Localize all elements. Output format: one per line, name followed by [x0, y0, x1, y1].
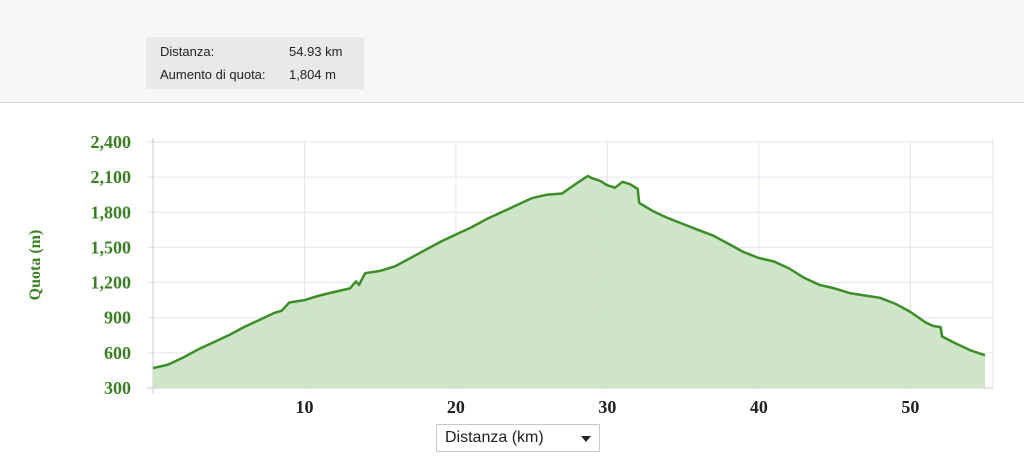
- elevation-area: [153, 176, 985, 388]
- stat-row-distance: Distanza: 54.93 km: [146, 42, 364, 62]
- elevation-profile-chart: 300 600 900 1,200 1,500 1,800 2,100 2,400 10 20 30…: [27, 132, 994, 417]
- y-tick-label: 1,500: [91, 237, 132, 257]
- y-tick-label: 2,100: [91, 167, 132, 187]
- stat-label-distance: Distanza:: [160, 44, 215, 59]
- stat-label-elevation-gain: Aumento di quota:: [160, 67, 266, 82]
- stat-value-distance: 54.93 km: [289, 44, 343, 59]
- axes: 300 600 900 1,200 1,500 1,800 2,100 2,400 10 20 30…: [91, 132, 920, 417]
- y-tick-label: 2,400: [91, 132, 132, 152]
- y-axis-label: Quota (m): [27, 230, 44, 301]
- stat-value-elevation-gain: 1,804 m: [289, 67, 336, 82]
- elevation-line: [152, 174, 986, 370]
- route-stats-box: Distanza: 54.93 km Aumento di quota: 1,8…: [146, 37, 364, 89]
- x-axis-selector[interactable]: Distanza (km): [436, 424, 600, 452]
- y-tick-label: 600: [104, 343, 131, 363]
- y-tick-label: 1,800: [91, 202, 132, 222]
- x-tick-label: 30: [598, 397, 616, 417]
- x-tick-label: 20: [447, 397, 465, 417]
- x-tick-label: 10: [295, 397, 313, 417]
- x-tick-label: 50: [901, 397, 919, 417]
- y-tick-label: 1,200: [91, 273, 132, 293]
- y-tick-label: 300: [104, 378, 131, 398]
- chevron-down-icon: [581, 436, 591, 442]
- x-axis-selector-label: Distanza (km): [445, 429, 544, 446]
- y-tick-label: 900: [104, 308, 131, 328]
- stat-row-elevation-gain: Aumento di quota: 1,804 m: [146, 65, 364, 85]
- x-tick-label: 40: [750, 397, 768, 417]
